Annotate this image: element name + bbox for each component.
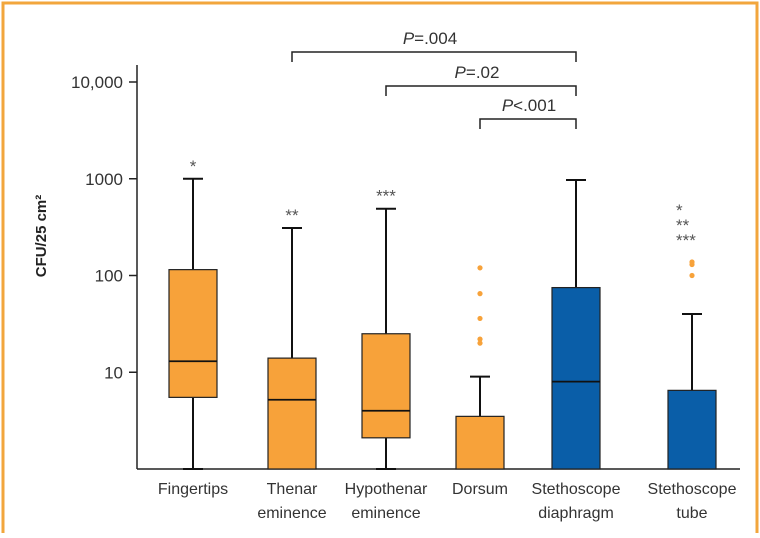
comparisons-group: P=.004 P=.02P<.001: [291, 29, 577, 129]
y-tick-label: 10,000: [71, 73, 123, 92]
box-body: [168, 269, 218, 398]
category-label: Hypothenar: [345, 481, 428, 498]
y-tick-label: 1000: [85, 170, 123, 189]
y-tick-label: 100: [95, 267, 123, 286]
box-4: Stethoscope diaphragm: [532, 179, 621, 522]
box-body: [361, 333, 411, 439]
comparison-bracket: P<.001: [479, 96, 577, 129]
category-label: tube: [676, 505, 707, 522]
significance-marker: *: [676, 201, 683, 220]
box-0: * Fingertips: [158, 157, 228, 498]
comparison-bracket: P=.02: [385, 63, 577, 96]
category-label: Stethoscope: [648, 481, 737, 498]
p-value-label: P<.001: [502, 96, 556, 115]
outlier-point: [477, 265, 483, 271]
category-label: Thenar: [267, 481, 318, 498]
outlier-point: [689, 272, 695, 279]
bracket-line: [385, 85, 577, 96]
bracket-line: [291, 51, 577, 62]
category-label: diaphragm: [538, 505, 614, 522]
significance-marker: **: [676, 216, 690, 235]
box-body: [455, 415, 505, 470]
outlier-point: [477, 315, 483, 322]
box-1: ** Thenar eminence: [257, 206, 326, 522]
category-label: Dorsum: [452, 481, 508, 498]
significance-marker: **: [285, 206, 299, 225]
p-value-label: P=.004: [403, 29, 457, 48]
significance-marker: ***: [376, 187, 396, 206]
category-label: eminence: [257, 505, 326, 522]
significance-marker: ***: [676, 231, 696, 250]
bracket-line: [479, 118, 577, 129]
y-tick-label: 10: [104, 363, 123, 382]
box-3: Dorsum: [452, 265, 508, 498]
box-2: *** Hypothenar eminence: [345, 187, 428, 522]
outlier-point: [477, 336, 483, 342]
outlier-point: [477, 291, 483, 297]
outlier-point: [477, 340, 483, 346]
p-value-label: P=.02: [455, 63, 500, 82]
category-label: Fingertips: [158, 481, 228, 498]
axes-group: 10 100 1000 10,000: [71, 65, 740, 470]
category-label: eminence: [351, 505, 420, 522]
box-body: [267, 357, 317, 470]
outlier-point: [689, 259, 695, 265]
box-body: [551, 286, 601, 470]
comparison-bracket: P=.004: [291, 29, 577, 62]
boxes-group: *Fingertips**Thenareminence***Hypothenar…: [158, 157, 737, 522]
significance-marker: *: [190, 157, 197, 176]
box-body: [667, 389, 717, 470]
y-axis-label: CFU/25 cm²: [33, 195, 50, 278]
category-label: Stethoscope: [532, 481, 621, 498]
